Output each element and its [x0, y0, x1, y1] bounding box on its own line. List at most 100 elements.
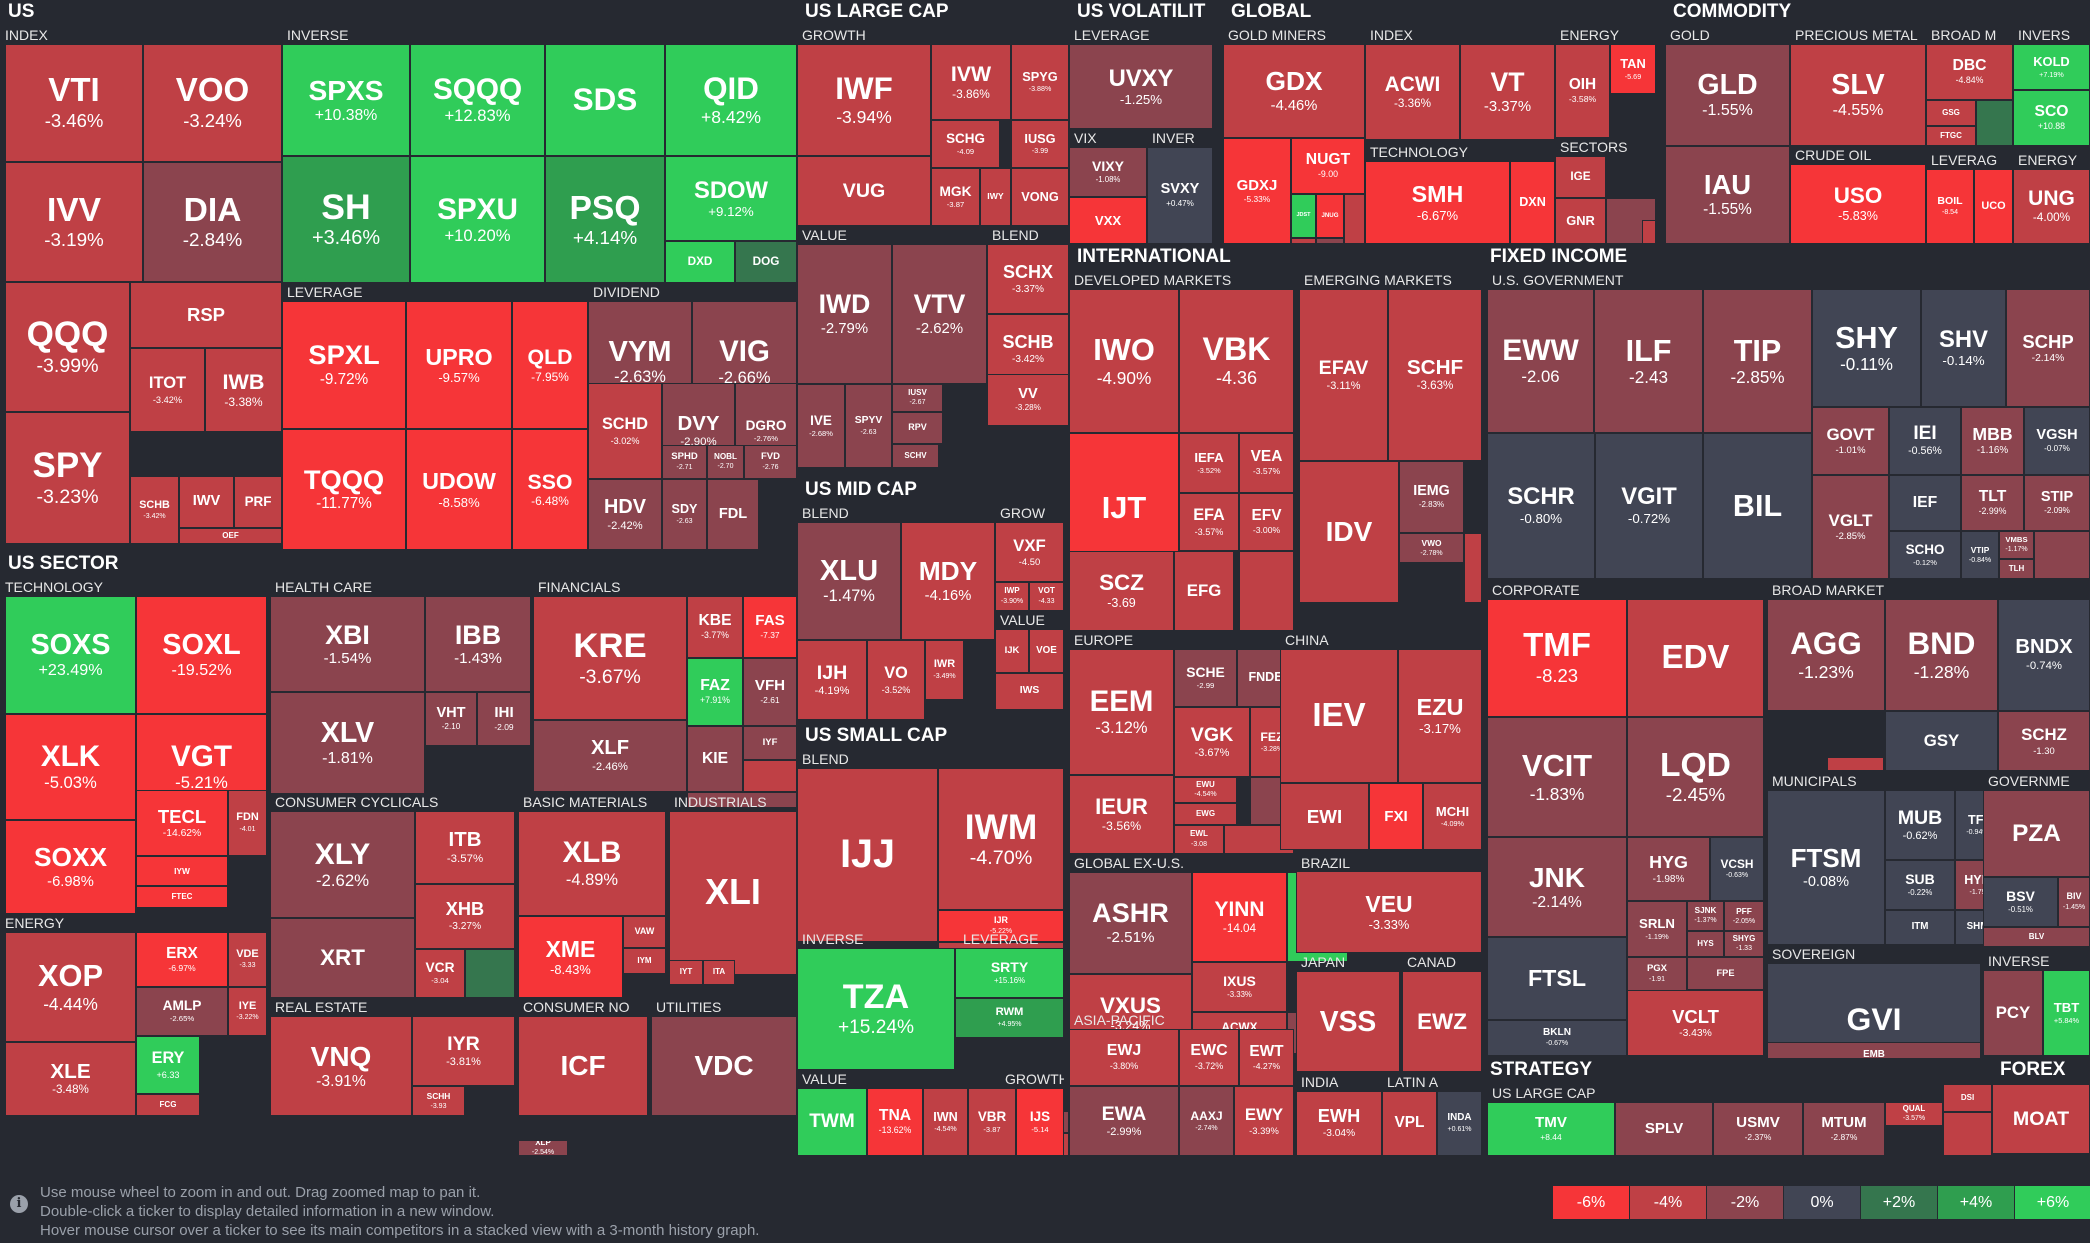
ticker-tile-spxs[interactable]: SPXS +10.38% [282, 44, 410, 156]
ticker-tile-schg[interactable]: SCHG -4.09 [931, 120, 1000, 168]
ticker-tile-fvd[interactable]: FVD -2.76 [744, 445, 797, 479]
ticker-tile-qld[interactable]: QLD -7.95% [512, 301, 588, 429]
ticker-tile-rpv[interactable]: RPV [892, 412, 943, 444]
ticker-tile-vtip[interactable]: VTIP -0.84% [1961, 531, 1999, 579]
ticker-tile-vbr[interactable]: VBR -3.87 [968, 1088, 1016, 1156]
ticker-tile-kre[interactable]: KRE -3.67% [533, 596, 687, 720]
ticker-tile-ibb[interactable]: IBB -1.43% [425, 596, 531, 692]
ticker-tile-soxl[interactable]: SOXL -19.52% [136, 596, 267, 714]
ticker-tile-iefa[interactable]: IEFA -3.52% [1179, 433, 1239, 493]
ticker-tile-faz[interactable]: FAZ +7.91% [687, 658, 743, 726]
ticker-tile-fdn[interactable]: FDN -4.01 [228, 790, 267, 856]
heatmap-cell[interactable] [2034, 531, 2090, 579]
ticker-tile-ixus[interactable]: IXUS -3.33% [1192, 962, 1287, 1012]
ticker-tile-iyt[interactable]: IYT [669, 960, 703, 985]
ticker-tile-schr[interactable]: SCHR -0.80% [1487, 433, 1595, 579]
ticker-tile-edv[interactable]: EDV [1627, 599, 1764, 717]
ticker-tile-xrt[interactable]: XRT [270, 918, 415, 998]
ticker-tile-iusg[interactable]: IUSG -3.99 [1011, 120, 1069, 168]
ticker-tile-vfh[interactable]: VFH -2.61 [743, 658, 797, 726]
ticker-tile-splv[interactable]: SPLV [1615, 1102, 1713, 1156]
ticker-tile-biv[interactable]: BIV -1.45% [2058, 877, 2090, 927]
ticker-tile-jnug[interactable]: JNUG [1316, 194, 1344, 238]
ticker-tile-schx[interactable]: SCHX -3.37% [987, 244, 1069, 314]
ticker-tile-spy[interactable]: SPY -3.23% [5, 412, 130, 544]
ticker-tile-ashr[interactable]: ASHR -2.51% [1069, 872, 1192, 974]
ticker-tile-xbi[interactable]: XBI -1.54% [270, 596, 425, 692]
ticker-tile-ivw[interactable]: IVW -3.86% [931, 44, 1011, 120]
ticker-tile-amlp[interactable]: AMLP -2.65% [136, 987, 228, 1036]
ticker-tile-svxy[interactable]: SVXY +0.47% [1147, 147, 1213, 244]
ticker-tile-fxi[interactable]: FXI [1369, 783, 1423, 850]
ticker-tile-vcsh[interactable]: VCSH -0.63% [1710, 837, 1764, 901]
ticker-tile-srty[interactable]: SRTY +15.16% [955, 948, 1064, 998]
ticker-tile-rwm[interactable]: RWM +4.95% [955, 998, 1064, 1038]
ticker-tile-ilf[interactable]: ILF -2.43 [1594, 289, 1703, 433]
ticker-tile-ftsm[interactable]: FTSM -0.08% [1767, 790, 1885, 945]
ticker-tile-nugt[interactable]: NUGT -9.00 [1291, 138, 1365, 194]
ticker-tile-iws[interactable]: IWS [995, 673, 1064, 710]
ticker-tile-sh[interactable]: SH +3.46% [282, 156, 410, 283]
ticker-tile-ewl[interactable]: EWL -3.08 [1174, 825, 1224, 854]
ticker-tile-psq[interactable]: PSQ +4.14% [545, 156, 665, 283]
ticker-tile-bkln[interactable]: BKLN -0.67% [1487, 1020, 1627, 1056]
ticker-tile-xme[interactable]: XME -8.43% [518, 916, 623, 998]
ticker-tile-vglt[interactable]: VGLT -2.85% [1812, 475, 1889, 579]
ticker-tile-iwy[interactable]: IWY [980, 168, 1011, 226]
heatmap-cell[interactable] [743, 760, 797, 792]
ticker-tile-efg[interactable]: EFG [1174, 551, 1234, 631]
ticker-tile-vgk[interactable]: VGK -3.67% [1174, 707, 1250, 777]
ticker-tile-tqqq[interactable]: TQQQ -11.77% [282, 429, 406, 550]
ticker-tile-acwi[interactable]: ACWI -3.36% [1365, 44, 1460, 140]
ticker-tile-schb[interactable]: SCHB -3.42% [130, 476, 179, 544]
ticker-tile-sdy[interactable]: SDY -2.63 [662, 479, 707, 550]
ticker-tile-qid[interactable]: QID +8.42% [665, 44, 797, 156]
ticker-tile-vgit[interactable]: VGIT -0.72% [1595, 433, 1703, 579]
ticker-tile-iei[interactable]: IEI -0.56% [1889, 407, 1961, 475]
ticker-tile-xlp[interactable]: XLP -2.54% [518, 1140, 568, 1156]
ticker-tile-boil[interactable]: BOIL -8.54 [1926, 169, 1974, 244]
heatmap-cell[interactable] [1642, 220, 1656, 244]
ticker-tile-soxx[interactable]: SOXX -6.98% [5, 820, 136, 914]
ticker-tile-tmf[interactable]: TMF -8.23 [1487, 599, 1627, 717]
ticker-tile-vot[interactable]: VOT -4.33 [1029, 582, 1064, 611]
ticker-tile-uco[interactable]: UCO [1974, 169, 2013, 244]
heatmap-cell[interactable] [1943, 1112, 1992, 1156]
ticker-tile-schf[interactable]: SCHF -3.63% [1388, 289, 1482, 461]
ticker-tile-xop[interactable]: XOP -4.44% [5, 932, 136, 1042]
ticker-tile-ewj[interactable]: EWJ -3.80% [1069, 1029, 1179, 1086]
ticker-tile-sso[interactable]: SSO -6.48% [512, 429, 588, 550]
ticker-tile-yinn[interactable]: YINN -14.04 [1192, 872, 1287, 962]
ticker-tile-sqqq[interactable]: SQQQ +12.83% [410, 44, 545, 156]
ticker-tile-iyf[interactable]: IYF [743, 726, 797, 760]
ticker-tile-gsy[interactable]: GSY [1885, 711, 1998, 771]
ticker-tile-scz[interactable]: SCZ -3.69 [1069, 551, 1174, 631]
ticker-tile-upro[interactable]: UPRO -9.57% [406, 301, 512, 429]
ticker-tile-itb[interactable]: ITB -3.57% [415, 811, 515, 884]
ticker-tile-jdst[interactable]: JDST [1291, 194, 1316, 238]
ticker-tile-vbk[interactable]: VBK -4.36 [1179, 289, 1294, 433]
ticker-tile-vixy[interactable]: VIXY -1.08% [1069, 147, 1147, 197]
ticker-tile-agg[interactable]: AGG -1.23% [1767, 599, 1885, 711]
ticker-tile-srln[interactable]: SRLN -1.19% [1627, 901, 1687, 957]
ticker-tile-veu[interactable]: VEU -3.33% [1296, 871, 1482, 953]
heatmap-cell[interactable] [1239, 551, 1294, 631]
ticker-tile-ung[interactable]: UNG -4.00% [2013, 169, 2090, 244]
ticker-tile-hdv[interactable]: HDV -2.42% [588, 479, 662, 550]
ticker-tile-gsg[interactable]: GSG [1926, 100, 1976, 126]
ticker-tile-kbe[interactable]: KBE -3.77% [687, 596, 743, 658]
ticker-tile-efa[interactable]: EFA -3.57% [1179, 493, 1239, 551]
ticker-tile-ijh[interactable]: IJH -4.19% [797, 640, 867, 720]
ticker-tile-eem[interactable]: EEM -3.12% [1069, 649, 1174, 775]
ticker-tile-ige[interactable]: IGE [1555, 156, 1606, 198]
ticker-tile-vclt[interactable]: VCLT -3.43% [1627, 990, 1764, 1056]
ticker-tile-tza[interactable]: TZA +15.24% [797, 948, 955, 1070]
ticker-tile-shyg[interactable]: SHYG -1.33 [1724, 931, 1764, 957]
ticker-tile-spxu[interactable]: SPXU +10.20% [410, 156, 545, 283]
ticker-tile-ftgc[interactable]: FTGC [1926, 126, 1976, 146]
ticker-tile-sco[interactable]: SCO +10.88 [2013, 90, 2090, 146]
ticker-tile-oih[interactable]: OIH -3.58% [1555, 44, 1610, 138]
ticker-tile-iwp[interactable]: IWP -3.90% [995, 582, 1029, 611]
ticker-tile-gdx[interactable]: GDX -4.46% [1223, 44, 1365, 138]
ticker-tile-fas[interactable]: FAS -7.37 [743, 596, 797, 658]
